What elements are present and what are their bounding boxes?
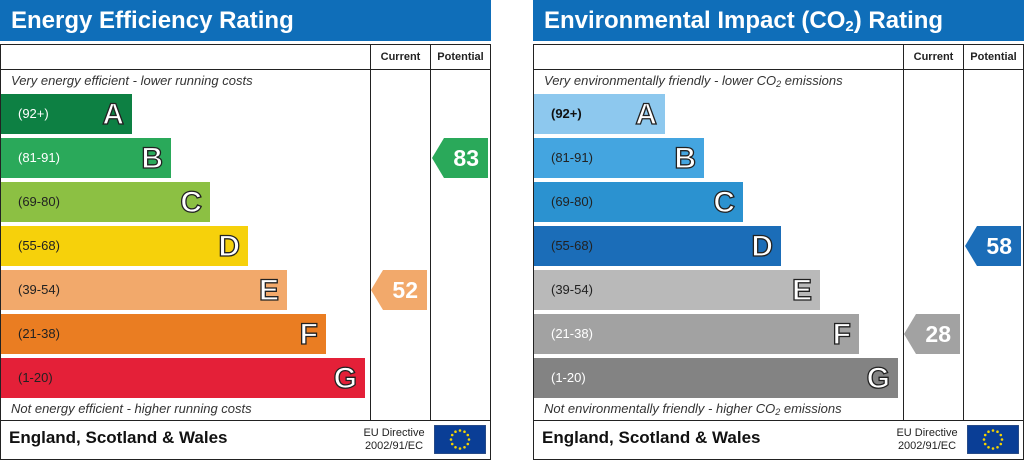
eu-directive-line1: EU Directive bbox=[363, 427, 425, 439]
band-range-label: (39-54) bbox=[551, 282, 593, 297]
potential-column-header: Potential bbox=[437, 51, 484, 63]
top-note: Very energy efficient - lower running co… bbox=[11, 73, 253, 88]
eu-flag-icon bbox=[967, 425, 1019, 454]
band-b: (81-91) B bbox=[1, 138, 171, 178]
top-note-subscript: 2 bbox=[776, 79, 782, 89]
column-divider bbox=[370, 44, 371, 420]
band-a: (92+) A bbox=[534, 94, 665, 134]
chart-title: Energy Efficiency Rating bbox=[0, 0, 491, 41]
band-f: (21-38) F bbox=[1, 314, 326, 354]
band-letter: E bbox=[791, 273, 812, 307]
band-range-label: (55-68) bbox=[551, 238, 593, 253]
bottom-note: Not energy efficient - higher running co… bbox=[11, 401, 252, 416]
band-a: (92+) A bbox=[1, 94, 132, 134]
band-letter: G bbox=[333, 361, 358, 395]
eu-directive-line2: 2002/91/EC bbox=[364, 440, 424, 452]
band-letter: D bbox=[218, 229, 241, 263]
country-label: England, Scotland & Wales bbox=[542, 428, 761, 447]
top-note-end: emissions bbox=[781, 73, 843, 88]
band-letter: E bbox=[258, 273, 279, 307]
band-letter: B bbox=[141, 141, 164, 175]
current-column-header: Current bbox=[380, 51, 421, 63]
current-column-header: Current bbox=[913, 51, 954, 63]
current-rating-arrow: 28 bbox=[904, 314, 960, 354]
bottom-note: Not environmentally friendly - higher CO… bbox=[544, 401, 842, 417]
energy-efficiency-chart: Energy Efficiency Rating Current Potenti… bbox=[0, 0, 491, 460]
footer-divider bbox=[0, 420, 491, 421]
band-range-label: (55-68) bbox=[18, 238, 60, 253]
band-letter: A bbox=[102, 97, 125, 131]
band-c: (69-80) C bbox=[534, 182, 743, 222]
eu-directive-line2: 2002/91/EC bbox=[897, 440, 957, 452]
band-range-label: (81-91) bbox=[551, 150, 593, 165]
band-letter: C bbox=[180, 185, 203, 219]
eu-flag-icon bbox=[434, 425, 486, 454]
band-b: (81-91) B bbox=[534, 138, 704, 178]
band-letter: C bbox=[713, 185, 736, 219]
band-range-label: (69-80) bbox=[551, 194, 593, 209]
top-note-main: Very environmentally friendly - lower CO bbox=[544, 73, 777, 88]
eu-directive-label: EU Directive 2002/91/EC bbox=[357, 427, 431, 453]
band-range-label: (92+) bbox=[551, 106, 582, 121]
band-range-label: (1-20) bbox=[18, 370, 53, 385]
column-divider bbox=[963, 44, 964, 420]
band-range-label: (21-38) bbox=[551, 326, 593, 341]
band-range-label: (92+) bbox=[18, 106, 49, 121]
current-rating-arrow: 52 bbox=[371, 270, 427, 310]
chart-title: Environmental Impact (CO2) Rating bbox=[533, 0, 1024, 41]
chart-title-main: Environmental Impact (CO bbox=[544, 7, 846, 34]
band-range-label: (21-38) bbox=[18, 326, 60, 341]
header-divider bbox=[533, 69, 1024, 70]
country-label: England, Scotland & Wales bbox=[9, 428, 228, 447]
header-divider bbox=[0, 69, 491, 70]
bottom-note-main: Not environmentally friendly - higher CO bbox=[544, 401, 776, 416]
eu-directive-line1: EU Directive bbox=[896, 427, 958, 439]
band-letter: A bbox=[635, 97, 658, 131]
band-letter: F bbox=[299, 317, 319, 351]
potential-rating-arrow: 83 bbox=[432, 138, 488, 178]
band-g: (1-20) G bbox=[1, 358, 365, 398]
band-e: (39-54) E bbox=[534, 270, 820, 310]
band-letter: F bbox=[832, 317, 852, 351]
top-note: Very environmentally friendly - lower CO… bbox=[544, 73, 843, 89]
band-letter: D bbox=[751, 229, 774, 263]
band-letter: B bbox=[674, 141, 697, 175]
potential-column-header: Potential bbox=[970, 51, 1017, 63]
band-c: (69-80) C bbox=[1, 182, 210, 222]
band-d: (55-68) D bbox=[1, 226, 248, 266]
band-d: (55-68) D bbox=[534, 226, 781, 266]
band-range-label: (69-80) bbox=[18, 194, 60, 209]
environmental-impact-chart: Environmental Impact (CO2) Rating Curren… bbox=[533, 0, 1024, 460]
band-range-label: (39-54) bbox=[18, 282, 60, 297]
chart-title-subscript: 2 bbox=[845, 18, 854, 35]
column-divider bbox=[903, 44, 904, 420]
band-letter: G bbox=[866, 361, 891, 395]
band-range-label: (1-20) bbox=[551, 370, 586, 385]
footer-divider bbox=[533, 420, 1024, 421]
chart-title-end: ) Rating bbox=[853, 7, 944, 34]
bottom-note-end: emissions bbox=[780, 401, 842, 416]
band-range-label: (81-91) bbox=[18, 150, 60, 165]
eu-directive-label: EU Directive 2002/91/EC bbox=[890, 427, 964, 453]
band-f: (21-38) F bbox=[534, 314, 859, 354]
potential-rating-arrow: 58 bbox=[965, 226, 1021, 266]
band-g: (1-20) G bbox=[534, 358, 898, 398]
column-divider bbox=[430, 44, 431, 420]
bottom-note-subscript: 2 bbox=[775, 407, 781, 417]
band-e: (39-54) E bbox=[1, 270, 287, 310]
